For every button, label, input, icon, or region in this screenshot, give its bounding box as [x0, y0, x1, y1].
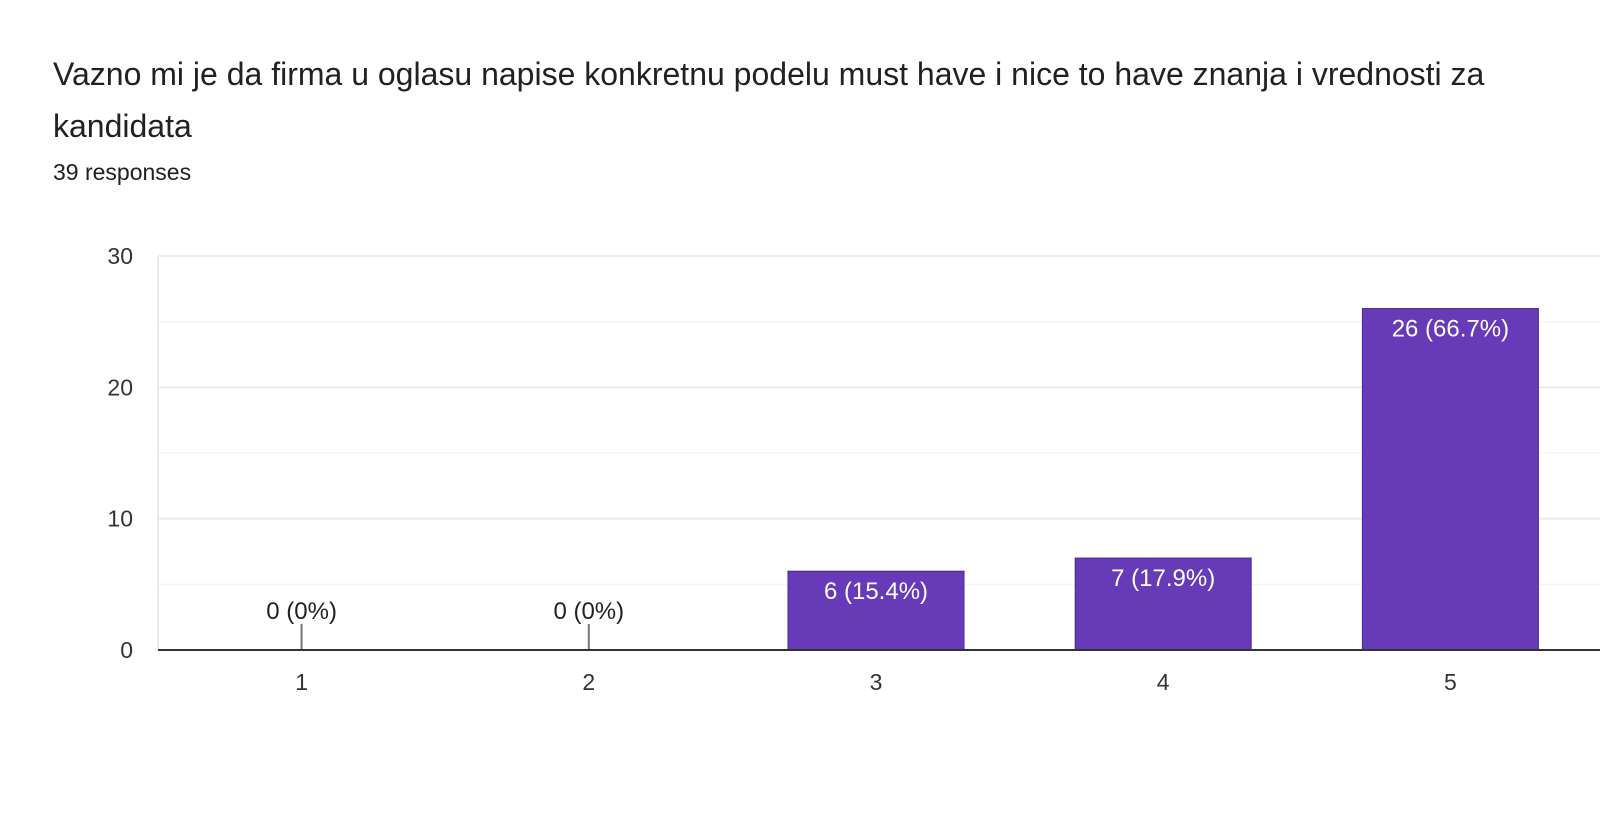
bar: [1074, 557, 1252, 651]
bar-data-label: 0 (0%): [266, 598, 337, 625]
x-tick-label: 1: [295, 669, 308, 695]
y-tick-label: 10: [107, 506, 133, 532]
y-tick-label: 0: [120, 637, 133, 663]
bar: [1361, 308, 1539, 651]
bar-data-label: 26 (66.7%): [1392, 316, 1509, 343]
y-tick-label: 20: [107, 374, 133, 400]
x-tick-label: 4: [1157, 669, 1170, 695]
bar-data-label: 6 (15.4%): [824, 578, 928, 605]
bar-data-label: 0 (0%): [553, 598, 624, 625]
x-tick-label: 2: [582, 669, 595, 695]
y-tick-label: 30: [107, 243, 133, 269]
x-tick-label: 5: [1444, 669, 1457, 695]
response-count: 39 responses: [53, 159, 192, 185]
bar: [787, 570, 965, 651]
chart-title: Vazno mi je da firma u oglasu napise kon…: [53, 56, 1485, 144]
bar-data-label: 7 (17.9%): [1111, 565, 1215, 592]
x-tick-label: 3: [870, 669, 883, 695]
